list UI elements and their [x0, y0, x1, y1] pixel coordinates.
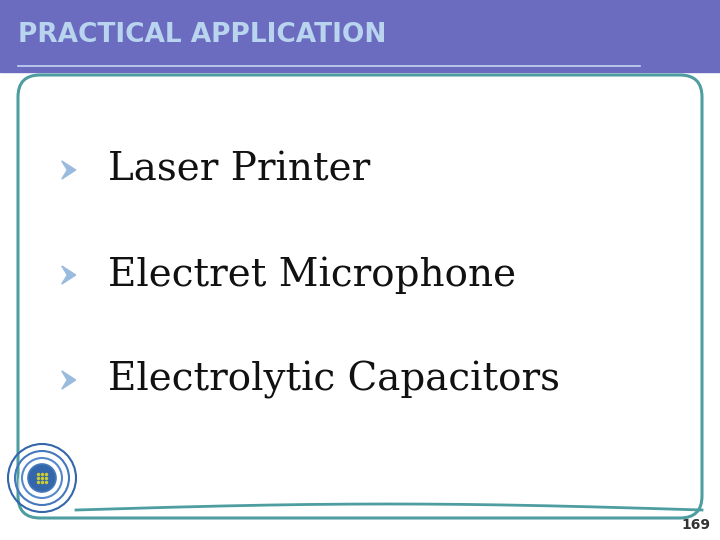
Text: Electret Microphone: Electret Microphone [108, 256, 516, 294]
Polygon shape [62, 161, 76, 179]
Polygon shape [62, 371, 76, 389]
Text: Electrolytic Capacitors: Electrolytic Capacitors [108, 361, 560, 399]
Text: 169: 169 [681, 518, 710, 532]
Bar [0, 0, 720, 72]
Circle shape [18, 454, 78, 514]
Text: PRACTICAL APPLICATION: PRACTICAL APPLICATION [18, 22, 387, 48]
Text: Laser Printer: Laser Printer [108, 152, 370, 188]
Polygon shape [62, 266, 76, 284]
Circle shape [28, 464, 56, 492]
